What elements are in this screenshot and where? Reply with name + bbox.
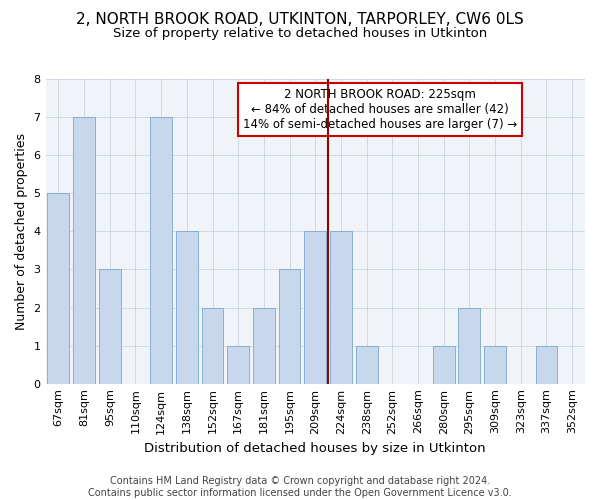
Y-axis label: Number of detached properties: Number of detached properties [15,133,28,330]
X-axis label: Distribution of detached houses by size in Utkinton: Distribution of detached houses by size … [145,442,486,455]
Bar [227,346,249,384]
Bar [253,308,275,384]
Text: Size of property relative to detached houses in Utkinton: Size of property relative to detached ho… [113,28,487,40]
Bar [176,232,198,384]
Text: 2, NORTH BROOK ROAD, UTKINTON, TARPORLEY, CW6 0LS: 2, NORTH BROOK ROAD, UTKINTON, TARPORLEY… [76,12,524,28]
Bar [330,232,352,384]
Bar [458,308,481,384]
Bar [47,194,70,384]
Bar [202,308,223,384]
Text: Contains HM Land Registry data © Crown copyright and database right 2024.
Contai: Contains HM Land Registry data © Crown c… [88,476,512,498]
Bar [536,346,557,384]
Bar [99,270,121,384]
Bar [433,346,455,384]
Bar [484,346,506,384]
Bar [356,346,377,384]
Bar [304,232,326,384]
Bar [73,117,95,384]
Bar [278,270,301,384]
Text: 2 NORTH BROOK ROAD: 225sqm
← 84% of detached houses are smaller (42)
14% of semi: 2 NORTH BROOK ROAD: 225sqm ← 84% of deta… [243,88,517,131]
Bar [150,117,172,384]
